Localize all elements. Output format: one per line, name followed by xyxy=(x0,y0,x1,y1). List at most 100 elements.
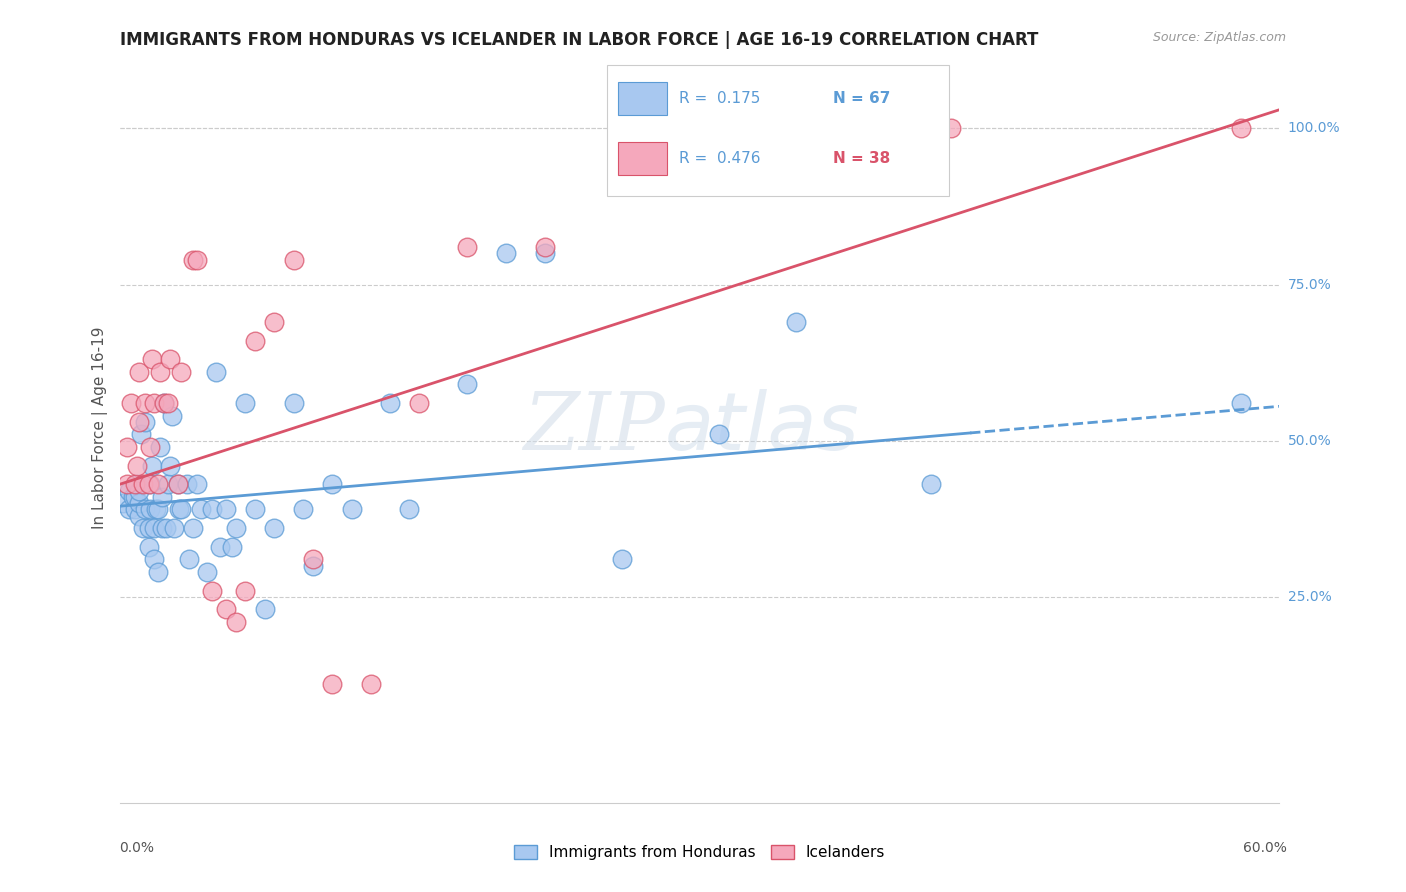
Point xyxy=(148,477,170,491)
Point xyxy=(263,521,285,535)
Point xyxy=(612,552,634,566)
Text: atlas: atlas xyxy=(665,389,859,467)
Point xyxy=(263,315,285,329)
Text: Source: ZipAtlas.com: Source: ZipAtlas.com xyxy=(1153,31,1286,45)
Point xyxy=(169,502,191,516)
Point xyxy=(163,521,186,535)
Point xyxy=(128,483,150,498)
Point xyxy=(155,521,177,535)
Text: 60.0%: 60.0% xyxy=(1243,841,1286,855)
Point xyxy=(143,552,166,566)
Point xyxy=(1229,121,1253,136)
Point xyxy=(243,334,266,348)
Point xyxy=(153,396,176,410)
Point xyxy=(160,409,183,423)
Point xyxy=(380,396,402,410)
Point xyxy=(128,496,150,510)
Point xyxy=(145,502,167,516)
Point xyxy=(209,540,232,554)
Text: 75.0%: 75.0% xyxy=(1288,277,1331,292)
Point xyxy=(408,396,430,410)
Point xyxy=(456,377,478,392)
Point xyxy=(170,365,193,379)
Point xyxy=(149,440,172,454)
Point xyxy=(456,240,478,254)
Point xyxy=(118,483,141,498)
Point xyxy=(201,583,224,598)
Point xyxy=(727,121,749,136)
Point xyxy=(138,540,160,554)
Point xyxy=(117,440,138,454)
Point xyxy=(321,677,343,691)
Point xyxy=(134,396,156,410)
Text: 100.0%: 100.0% xyxy=(1288,121,1340,136)
Point xyxy=(166,477,188,491)
Point xyxy=(181,252,204,267)
Point xyxy=(124,502,146,516)
Text: R =  0.476: R = 0.476 xyxy=(679,151,761,166)
Point xyxy=(122,490,145,504)
FancyBboxPatch shape xyxy=(619,142,666,175)
Point xyxy=(190,502,212,516)
Text: ZIP: ZIP xyxy=(523,390,665,467)
Point xyxy=(141,458,163,473)
Point xyxy=(707,427,730,442)
Y-axis label: In Labor Force | Age 16-19: In Labor Force | Age 16-19 xyxy=(93,326,108,530)
Point xyxy=(124,477,146,491)
Point xyxy=(785,315,807,329)
Point xyxy=(939,121,962,136)
Point xyxy=(233,396,256,410)
Point xyxy=(201,502,224,516)
Point xyxy=(243,502,266,516)
Point xyxy=(149,365,172,379)
Point xyxy=(159,352,181,367)
Point xyxy=(148,502,170,516)
Text: N = 38: N = 38 xyxy=(832,151,890,166)
Point xyxy=(170,502,193,516)
Point xyxy=(125,477,148,491)
Point xyxy=(120,396,142,410)
Point xyxy=(156,396,179,410)
Point xyxy=(360,677,382,691)
Point xyxy=(534,246,557,260)
Point xyxy=(302,558,325,573)
Point xyxy=(117,477,138,491)
Point xyxy=(253,602,276,616)
Point xyxy=(150,521,173,535)
Point xyxy=(398,502,420,516)
Point xyxy=(128,365,150,379)
Point xyxy=(150,490,173,504)
Point xyxy=(221,540,243,554)
Point xyxy=(139,477,162,491)
Text: 50.0%: 50.0% xyxy=(1288,434,1331,448)
Point xyxy=(186,477,208,491)
Point xyxy=(215,602,238,616)
Point xyxy=(321,477,343,491)
Point xyxy=(118,502,141,516)
Point xyxy=(148,565,170,579)
Point xyxy=(139,440,162,454)
Point xyxy=(134,415,156,429)
FancyBboxPatch shape xyxy=(619,82,666,115)
Point xyxy=(233,583,256,598)
Point xyxy=(153,396,176,410)
Point xyxy=(225,615,247,629)
Text: IMMIGRANTS FROM HONDURAS VS ICELANDER IN LABOR FORCE | AGE 16-19 CORRELATION CHA: IMMIGRANTS FROM HONDURAS VS ICELANDER IN… xyxy=(120,31,1038,49)
Point xyxy=(138,477,160,491)
Point xyxy=(302,552,325,566)
Point xyxy=(143,396,166,410)
Point xyxy=(495,246,517,260)
Point xyxy=(292,502,315,516)
Point xyxy=(195,565,218,579)
FancyBboxPatch shape xyxy=(607,65,949,196)
Point xyxy=(283,396,305,410)
Point xyxy=(1229,396,1253,410)
Point xyxy=(340,502,363,516)
Point xyxy=(125,458,148,473)
Point xyxy=(132,477,155,491)
Point xyxy=(156,477,179,491)
Point xyxy=(176,477,198,491)
Point xyxy=(921,477,943,491)
Point xyxy=(215,502,238,516)
Point xyxy=(283,252,305,267)
